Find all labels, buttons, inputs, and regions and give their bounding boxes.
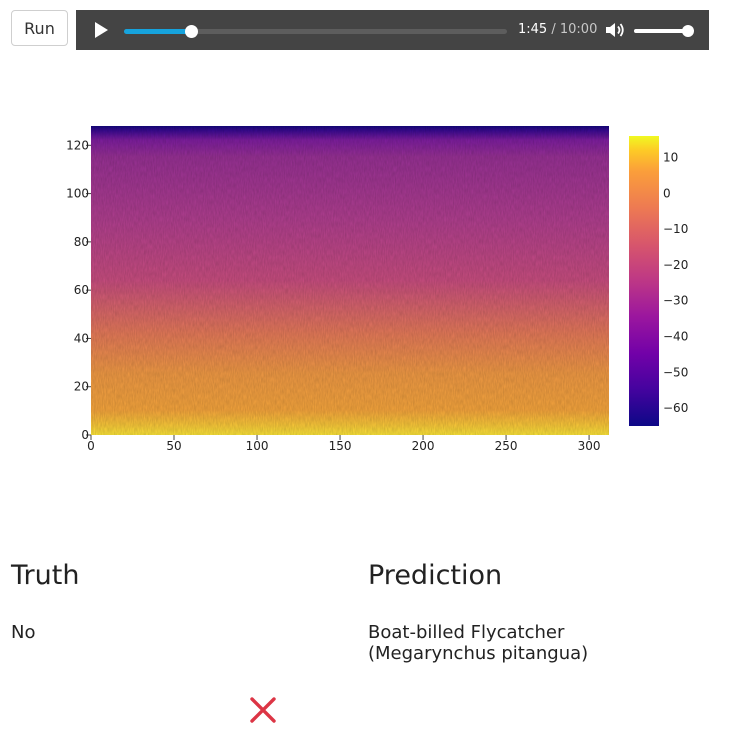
y-tick-label: 100 [66, 187, 89, 201]
progress-fill [124, 29, 192, 34]
x-tick-label: 250 [495, 439, 518, 453]
colorbar-axis: 10 0 −10 −20 −30 −40 −50 −60 [663, 150, 688, 415]
colorbar-tick-label: −40 [663, 329, 688, 343]
time-display: 1:45 / 10:00 [518, 22, 597, 38]
progress-track[interactable] [124, 25, 507, 38]
run-button[interactable]: Run [11, 10, 68, 46]
colorbar-tick-label: 10 [663, 150, 678, 164]
prediction-scientific-name: (Megarynchus pitangua) [368, 643, 589, 664]
spectrogram-texture [91, 126, 609, 435]
colorbar [629, 136, 659, 426]
x-tick-label: 0 [87, 439, 95, 453]
audio-player: 1:45 / 10:00 [76, 10, 709, 50]
y-tick-label: 80 [74, 235, 89, 249]
truth-value: No [11, 622, 36, 643]
time-separator: / [551, 22, 556, 37]
current-time: 1:45 [518, 22, 548, 37]
colorbar-tick-label: −10 [663, 222, 688, 236]
x-tick-label: 50 [166, 439, 181, 453]
x-tick-label: 150 [329, 439, 352, 453]
y-tick-label: 40 [74, 331, 89, 345]
volume-fill [634, 29, 688, 33]
prediction-value: Boat-billed Flycatcher (Megarynchus pita… [368, 622, 698, 664]
x-tick-label: 100 [246, 439, 269, 453]
colorbar-tick-label: 0 [663, 186, 671, 200]
progress-thumb[interactable] [185, 25, 199, 38]
spectrogram-plot [91, 126, 609, 435]
x-axis: 0 50 100 150 200 250 300 [87, 435, 601, 453]
play-icon[interactable] [94, 22, 109, 38]
y-tick-label: 0 [81, 428, 89, 442]
colorbar-tick-label: −50 [663, 365, 688, 379]
colorbar-tick-label: −30 [663, 294, 688, 308]
y-tick-label: 60 [74, 283, 89, 297]
volume-icon[interactable] [606, 22, 625, 38]
x-tick-label: 200 [412, 439, 435, 453]
colorbar-tick-label: −20 [663, 258, 688, 272]
prediction-heading: Prediction [368, 560, 503, 591]
cross-icon [250, 697, 276, 723]
prediction-common-name: Boat-billed Flycatcher [368, 622, 565, 643]
duration: 10:00 [559, 22, 598, 37]
volume-thumb[interactable] [682, 25, 694, 37]
y-tick-label: 20 [74, 380, 89, 394]
volume-slider[interactable] [634, 25, 694, 37]
y-tick-label: 120 [66, 138, 89, 152]
truth-heading: Truth [11, 560, 80, 591]
x-tick-label: 300 [578, 439, 601, 453]
y-axis: 0 20 40 60 80 100 120 [66, 138, 91, 442]
colorbar-tick-label: −60 [663, 401, 688, 415]
